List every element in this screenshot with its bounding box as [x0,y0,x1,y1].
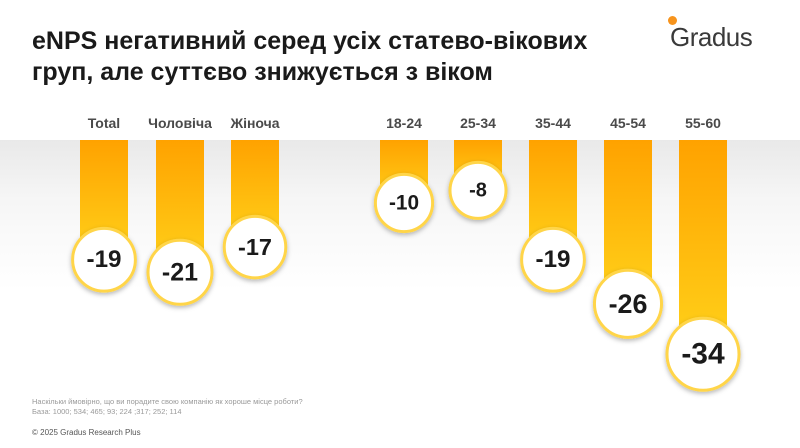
category-label-2: Жіноча [229,115,279,131]
value-circle-0 [71,226,137,293]
value-circle-3 [373,172,435,234]
data-label-1: -21 [162,258,198,286]
value-circle-6 [592,268,664,339]
page-title: eNPS негативний серед усіх статево-віков… [32,26,652,88]
value-circle-1 [146,238,214,306]
category-label-4: 25-34 [460,115,496,131]
data-label-0: -19 [87,246,122,273]
footnote-base: База: 1000; 534; 465; 93; 224 ;317; 252;… [32,407,182,416]
category-label-0: Total [88,115,120,131]
footnote-question: Наскільки ймовірно, що ви порадите свою … [32,397,303,406]
title-line-2: груп, але суттєво знижується з віком [32,58,493,86]
value-circle-4 [448,160,508,220]
value-circle-7 [665,316,741,392]
category-label-7: 55-60 [685,115,721,131]
data-label-4: -8 [469,179,487,201]
category-label-1: Чоловіча [148,115,212,131]
data-label-5: -19 [536,246,571,273]
logo-text: Gradus [670,22,753,52]
title-line-1: eNPS негативний серед усіх статево-віков… [32,27,588,55]
data-label-3: -10 [389,192,419,215]
logo-dot-icon [668,16,677,25]
gradus-logo: Gradus [660,12,780,56]
value-circle-5 [520,226,586,293]
category-label-5: 35-44 [535,115,571,131]
footnote: Наскільки ймовірно, що ви порадите свою … [32,397,303,417]
copyright: © 2025 Gradus Research Plus [32,428,141,437]
category-label-6: 45-54 [610,115,646,131]
data-label-2: -17 [238,234,272,260]
category-label-3: 18-24 [386,115,422,131]
data-label-6: -26 [609,289,648,319]
value-circle-2 [222,214,288,280]
data-label-7: -34 [681,338,725,371]
